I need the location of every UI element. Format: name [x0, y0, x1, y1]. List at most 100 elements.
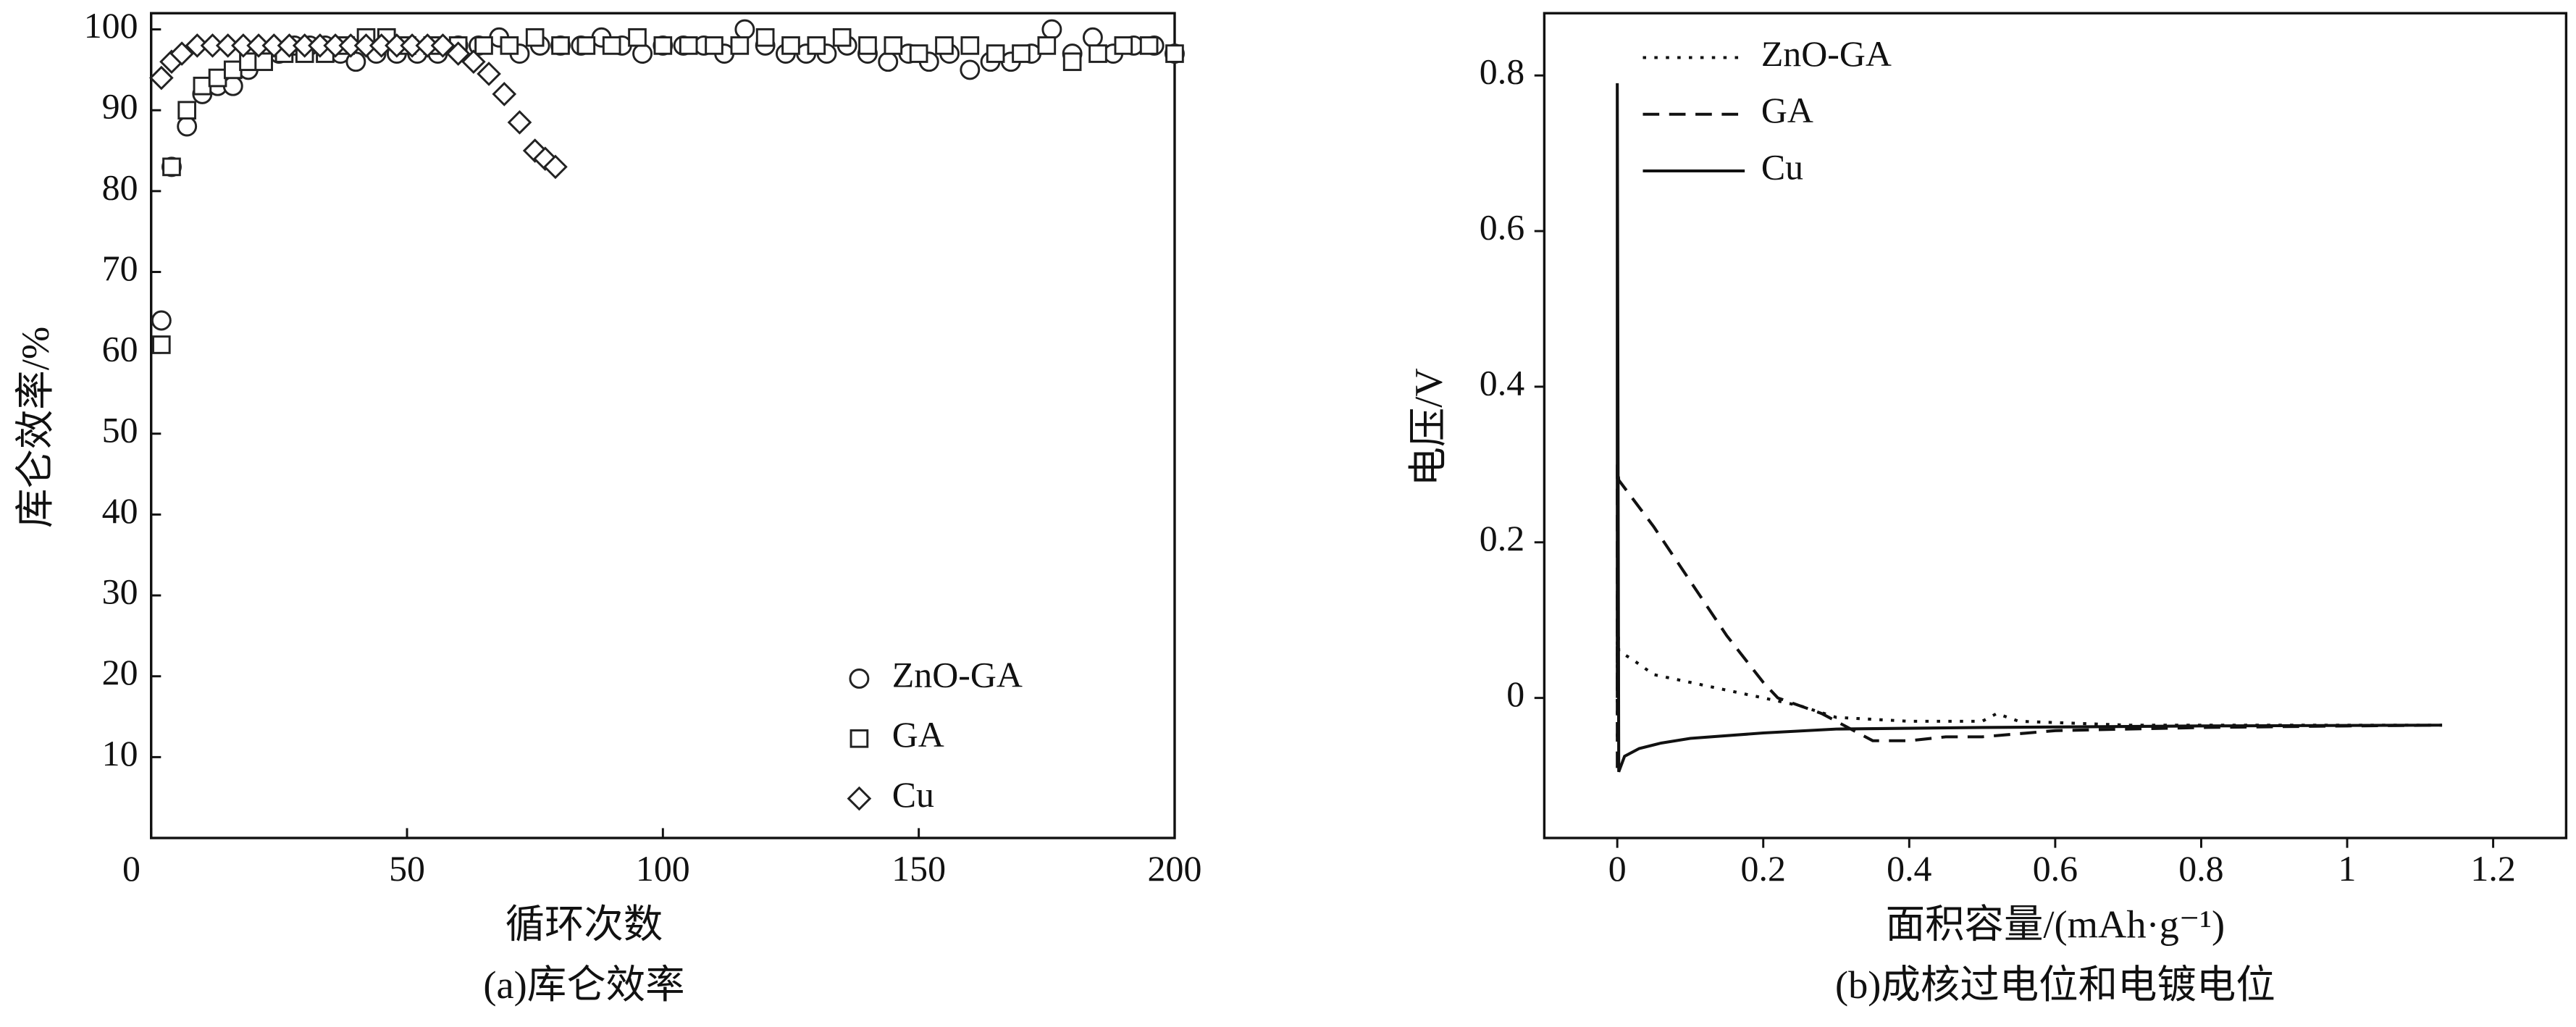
- x-tick-label: 1: [2338, 849, 2357, 889]
- y-axis-label: 电压/V: [1406, 368, 1451, 486]
- point: [430, 33, 456, 58]
- point: [151, 310, 172, 331]
- plot-frame: [150, 12, 1176, 839]
- x-tick-label: 200: [1148, 849, 1202, 889]
- x-tick-label: 0: [1608, 849, 1627, 889]
- point: [345, 51, 366, 72]
- legend-marker: [849, 729, 869, 748]
- point: [628, 28, 647, 47]
- point: [1165, 44, 1184, 63]
- point: [935, 36, 954, 55]
- y-tick-label: 0.6: [1480, 208, 1524, 248]
- point: [960, 59, 981, 80]
- legend-marker: [849, 668, 870, 689]
- point: [525, 28, 545, 47]
- y-tick-label: 40: [102, 491, 138, 531]
- y-tick-label: 20: [102, 653, 138, 692]
- x-axis-label: 面积容量/(mAh·g⁻¹): [1886, 902, 2225, 946]
- line: [1616, 83, 2443, 773]
- y-tick-label: 0.2: [1480, 519, 1524, 558]
- point: [1037, 36, 1057, 55]
- point: [474, 36, 493, 55]
- point: [1088, 44, 1107, 63]
- x-tick-label: 0.6: [2033, 849, 2078, 889]
- point: [909, 44, 928, 63]
- line: [1616, 589, 2443, 737]
- point: [193, 76, 212, 96]
- point: [551, 36, 570, 55]
- point: [477, 62, 501, 86]
- point: [1082, 27, 1103, 48]
- caption: (a)库仑效率: [483, 963, 684, 1007]
- y-tick-label: 100: [84, 6, 138, 46]
- x-tick-label: 150: [891, 849, 946, 889]
- point: [492, 82, 517, 106]
- point: [730, 36, 750, 55]
- point: [162, 157, 181, 177]
- legend-label: GA: [1761, 91, 1813, 130]
- legend-label: Cu: [1761, 147, 1803, 187]
- y-tick-label: 80: [102, 167, 138, 207]
- point: [858, 36, 877, 55]
- point: [986, 44, 1005, 63]
- legend-label: ZnO-GA: [1761, 34, 1892, 74]
- legend-marker: [847, 786, 872, 811]
- x-tick-label: 0.8: [2178, 849, 2223, 889]
- y-tick-label: 70: [102, 248, 138, 288]
- y-axis-label: 库仑效率/%: [13, 327, 57, 528]
- y-tick-label: 30: [102, 572, 138, 612]
- x-tick-label: 50: [389, 849, 425, 889]
- point: [576, 36, 596, 55]
- legend-label: Cu: [892, 775, 934, 815]
- point: [653, 36, 673, 55]
- point: [445, 41, 471, 66]
- point: [832, 28, 852, 47]
- y-tick-label: 60: [102, 330, 138, 369]
- plot-frame: [1543, 12, 2568, 839]
- x-tick-label: 0: [122, 849, 140, 889]
- y-tick-label: 90: [102, 87, 138, 127]
- legend-label: GA: [892, 715, 944, 755]
- point: [1062, 52, 1082, 72]
- point: [208, 68, 227, 88]
- line: [1616, 464, 2443, 768]
- x-tick-label: 1.2: [2470, 849, 2515, 889]
- point: [500, 36, 519, 55]
- point: [177, 101, 196, 120]
- point: [177, 116, 198, 137]
- y-tick-label: 0.8: [1480, 52, 1524, 92]
- point: [461, 49, 486, 75]
- x-tick-label: 0.4: [1887, 849, 1931, 889]
- point: [781, 36, 800, 55]
- point: [884, 36, 903, 55]
- point: [149, 65, 174, 91]
- point: [169, 41, 194, 66]
- x-axis-label: 循环次数: [505, 902, 663, 946]
- point: [223, 60, 243, 80]
- point: [254, 52, 273, 72]
- point: [755, 28, 775, 47]
- point: [632, 43, 653, 64]
- point: [602, 36, 621, 55]
- point: [1012, 44, 1031, 63]
- point: [878, 51, 899, 72]
- x-tick-label: 0.2: [1741, 849, 1786, 889]
- point: [507, 110, 532, 135]
- point: [679, 36, 698, 55]
- point: [1114, 36, 1133, 55]
- point: [152, 335, 171, 354]
- x-tick-label: 100: [636, 849, 690, 889]
- point: [807, 36, 826, 55]
- point: [705, 36, 723, 55]
- y-tick-label: 50: [102, 410, 138, 450]
- y-tick-label: 0.4: [1480, 363, 1524, 403]
- point: [960, 36, 980, 55]
- y-tick-label: 10: [102, 734, 138, 774]
- point: [1139, 36, 1159, 55]
- point: [1041, 19, 1062, 40]
- point: [734, 19, 755, 40]
- legend-label: ZnO-GA: [892, 655, 1023, 695]
- caption: (b)成核过电位和电镀电位: [1835, 963, 2275, 1007]
- point: [543, 154, 568, 180]
